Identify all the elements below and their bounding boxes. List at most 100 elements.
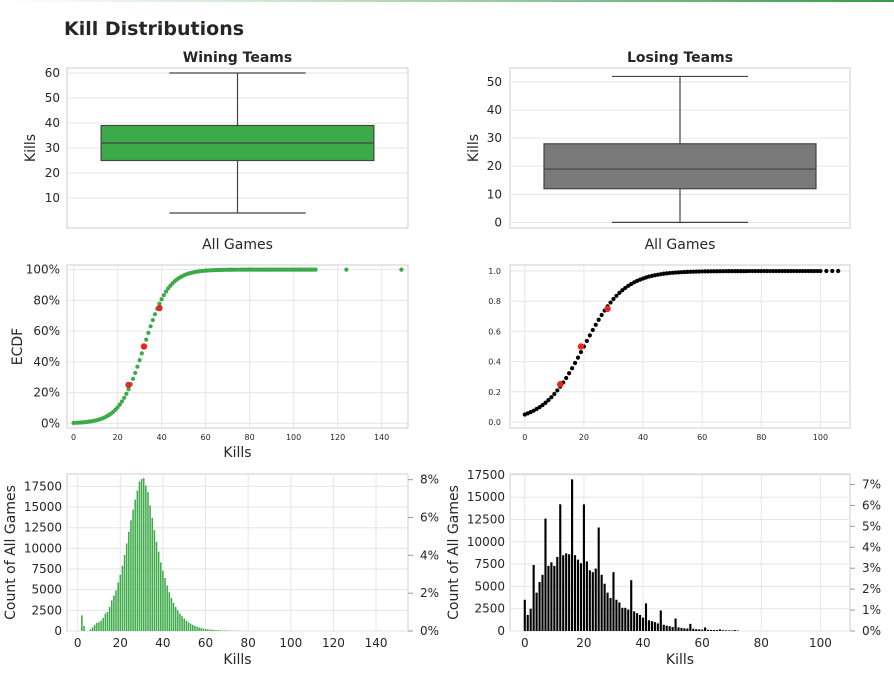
ecdf_lose-point xyxy=(735,269,740,274)
ecdf_lose-point xyxy=(679,270,684,275)
hist_lose-y2tick-label: 7% xyxy=(862,477,881,491)
ecdf_lose-point xyxy=(729,269,734,274)
hist_lose-ytick-label: 2500 xyxy=(474,602,505,616)
hist_win-bar xyxy=(179,613,181,631)
ecdf_win-point xyxy=(163,289,169,294)
hist_win-y2tick-label: 6% xyxy=(420,511,439,525)
ecdf_win-quartile-point xyxy=(125,381,132,389)
hist_lose-bar xyxy=(727,630,730,631)
hist_lose-ylabel: Count of All Games xyxy=(446,485,462,620)
ecdf_lose-point xyxy=(771,268,776,274)
ecdf_lose-ytick-label: 1.0 xyxy=(488,267,501,276)
hist_win-bar xyxy=(121,565,124,631)
hist_win-xtick-label: 140 xyxy=(365,636,388,650)
hist_lose-bar xyxy=(553,565,556,631)
ecdf_lose-point xyxy=(578,349,584,355)
hist_lose-bar xyxy=(547,565,550,631)
ecdf_lose-ytick-label: 0.8 xyxy=(488,297,501,306)
hist_lose-ytick-label: 0 xyxy=(497,624,505,638)
ecdf_win-point xyxy=(137,358,142,363)
ecdf_win-xtick-label: 0 xyxy=(71,433,76,442)
hist_lose-xtick-label: 100 xyxy=(809,636,832,650)
ecdf_win-xtick-label: 40 xyxy=(157,433,167,442)
hist_lose-y2tick-label: 3% xyxy=(862,561,881,575)
hist_win-bar xyxy=(149,505,151,631)
ecdf_lose-xtick-label: 60 xyxy=(697,433,707,442)
ecdf_lose-point xyxy=(549,395,554,400)
hist_win-bar xyxy=(204,628,207,631)
hist_lose-bar xyxy=(562,555,565,631)
hist_win-bar xyxy=(160,562,162,631)
hist_win-xtick-label: 60 xyxy=(198,636,213,650)
hist_lose-bar xyxy=(571,479,574,631)
hist_win-y2tick-label: 0% xyxy=(420,624,439,638)
hist_lose-bars xyxy=(523,479,739,631)
hist_lose-bar xyxy=(659,610,662,631)
ecdf_lose-quartile-point xyxy=(557,381,564,388)
hist_win-bar xyxy=(209,629,211,631)
hist_lose-ytick-label: 15000 xyxy=(467,490,505,504)
hist_lose-xtick-label: 60 xyxy=(695,636,710,650)
box_lose-title: Losing Teams xyxy=(627,50,733,66)
box_win-ytick-label: 60 xyxy=(45,66,60,80)
ecdf_win-xtick-label: 100 xyxy=(286,433,301,442)
hist_lose-bar xyxy=(668,626,671,631)
hist_lose-ytick-label: 17500 xyxy=(467,468,505,482)
hist_lose-bar xyxy=(609,597,612,631)
ecdf_win-point xyxy=(152,312,158,317)
page-title: Kill Distributions xyxy=(64,18,245,40)
ecdf_win-point xyxy=(119,399,125,404)
box_lose-ytick-label: 30 xyxy=(487,131,502,145)
ecdf_lose-point xyxy=(794,268,799,274)
box_win-ytick-label: 10 xyxy=(45,191,60,205)
ecdf_win-xtick-label: 60 xyxy=(201,433,211,442)
hist_win-bar xyxy=(172,602,175,631)
hist_win-bar xyxy=(89,629,92,631)
hist_lose-bar xyxy=(535,592,538,631)
hist_lose-y2tick-label: 1% xyxy=(862,603,881,617)
hist_win-bar xyxy=(115,590,117,631)
hist_win-bar xyxy=(213,630,215,631)
hist_win-bar xyxy=(130,520,132,631)
ecdf_lose-point xyxy=(540,402,545,408)
hist_lose-bar xyxy=(633,611,636,631)
ecdf_lose-point xyxy=(584,338,589,344)
hist_lose-bar xyxy=(526,614,529,631)
ecdf_lose-point xyxy=(587,333,592,338)
ecdf_win-ytick-label: 0% xyxy=(41,416,60,430)
hist_win-bar xyxy=(138,481,141,631)
box_win-ytick-label: 40 xyxy=(45,116,60,130)
hist_win-bar xyxy=(162,570,164,631)
hist_win-bar xyxy=(217,630,220,631)
ecdf_lose-point xyxy=(546,398,551,403)
ecdf_lose-point xyxy=(741,268,746,274)
ecdf_lose-point xyxy=(776,268,782,274)
hist_win-ytick-label: 2500 xyxy=(31,603,62,617)
hist_lose-bar xyxy=(627,609,630,631)
box_win-ytick-label: 50 xyxy=(45,91,60,105)
hist_win-bar xyxy=(170,597,173,631)
ecdf_win-point xyxy=(130,376,136,381)
hist_win-bars xyxy=(81,478,249,631)
hist_lose-ytick-label: 5000 xyxy=(474,579,505,593)
ecdf_lose-point xyxy=(756,268,761,274)
hist_lose-bar xyxy=(698,629,701,631)
ecdf_lose-point xyxy=(806,268,811,274)
ecdf_win-point xyxy=(135,364,140,369)
ecdf_lose-plot-frame xyxy=(509,264,851,429)
box_lose-ytick-label: 40 xyxy=(487,103,502,117)
hist_lose-bar xyxy=(733,630,736,631)
hist_win-ytick-label: 0 xyxy=(54,624,62,638)
hist_lose-bar xyxy=(683,628,686,631)
hist_win-y2tick-label: 8% xyxy=(420,473,439,487)
ecdf_win-point xyxy=(124,391,129,396)
ecdf_lose-point xyxy=(815,268,820,274)
box_win-ylabel: Kills xyxy=(23,134,39,162)
ecdf_lose-point xyxy=(593,322,598,327)
ecdf_lose-ytick-label: 0.2 xyxy=(488,388,501,397)
hist_lose-xlabel: Kills xyxy=(666,652,694,668)
hist_win-bar xyxy=(145,485,147,631)
hist_win-xtick-label: 40 xyxy=(155,636,170,650)
ecdf_lose-points xyxy=(522,268,841,417)
ecdf_lose-point xyxy=(782,268,788,274)
